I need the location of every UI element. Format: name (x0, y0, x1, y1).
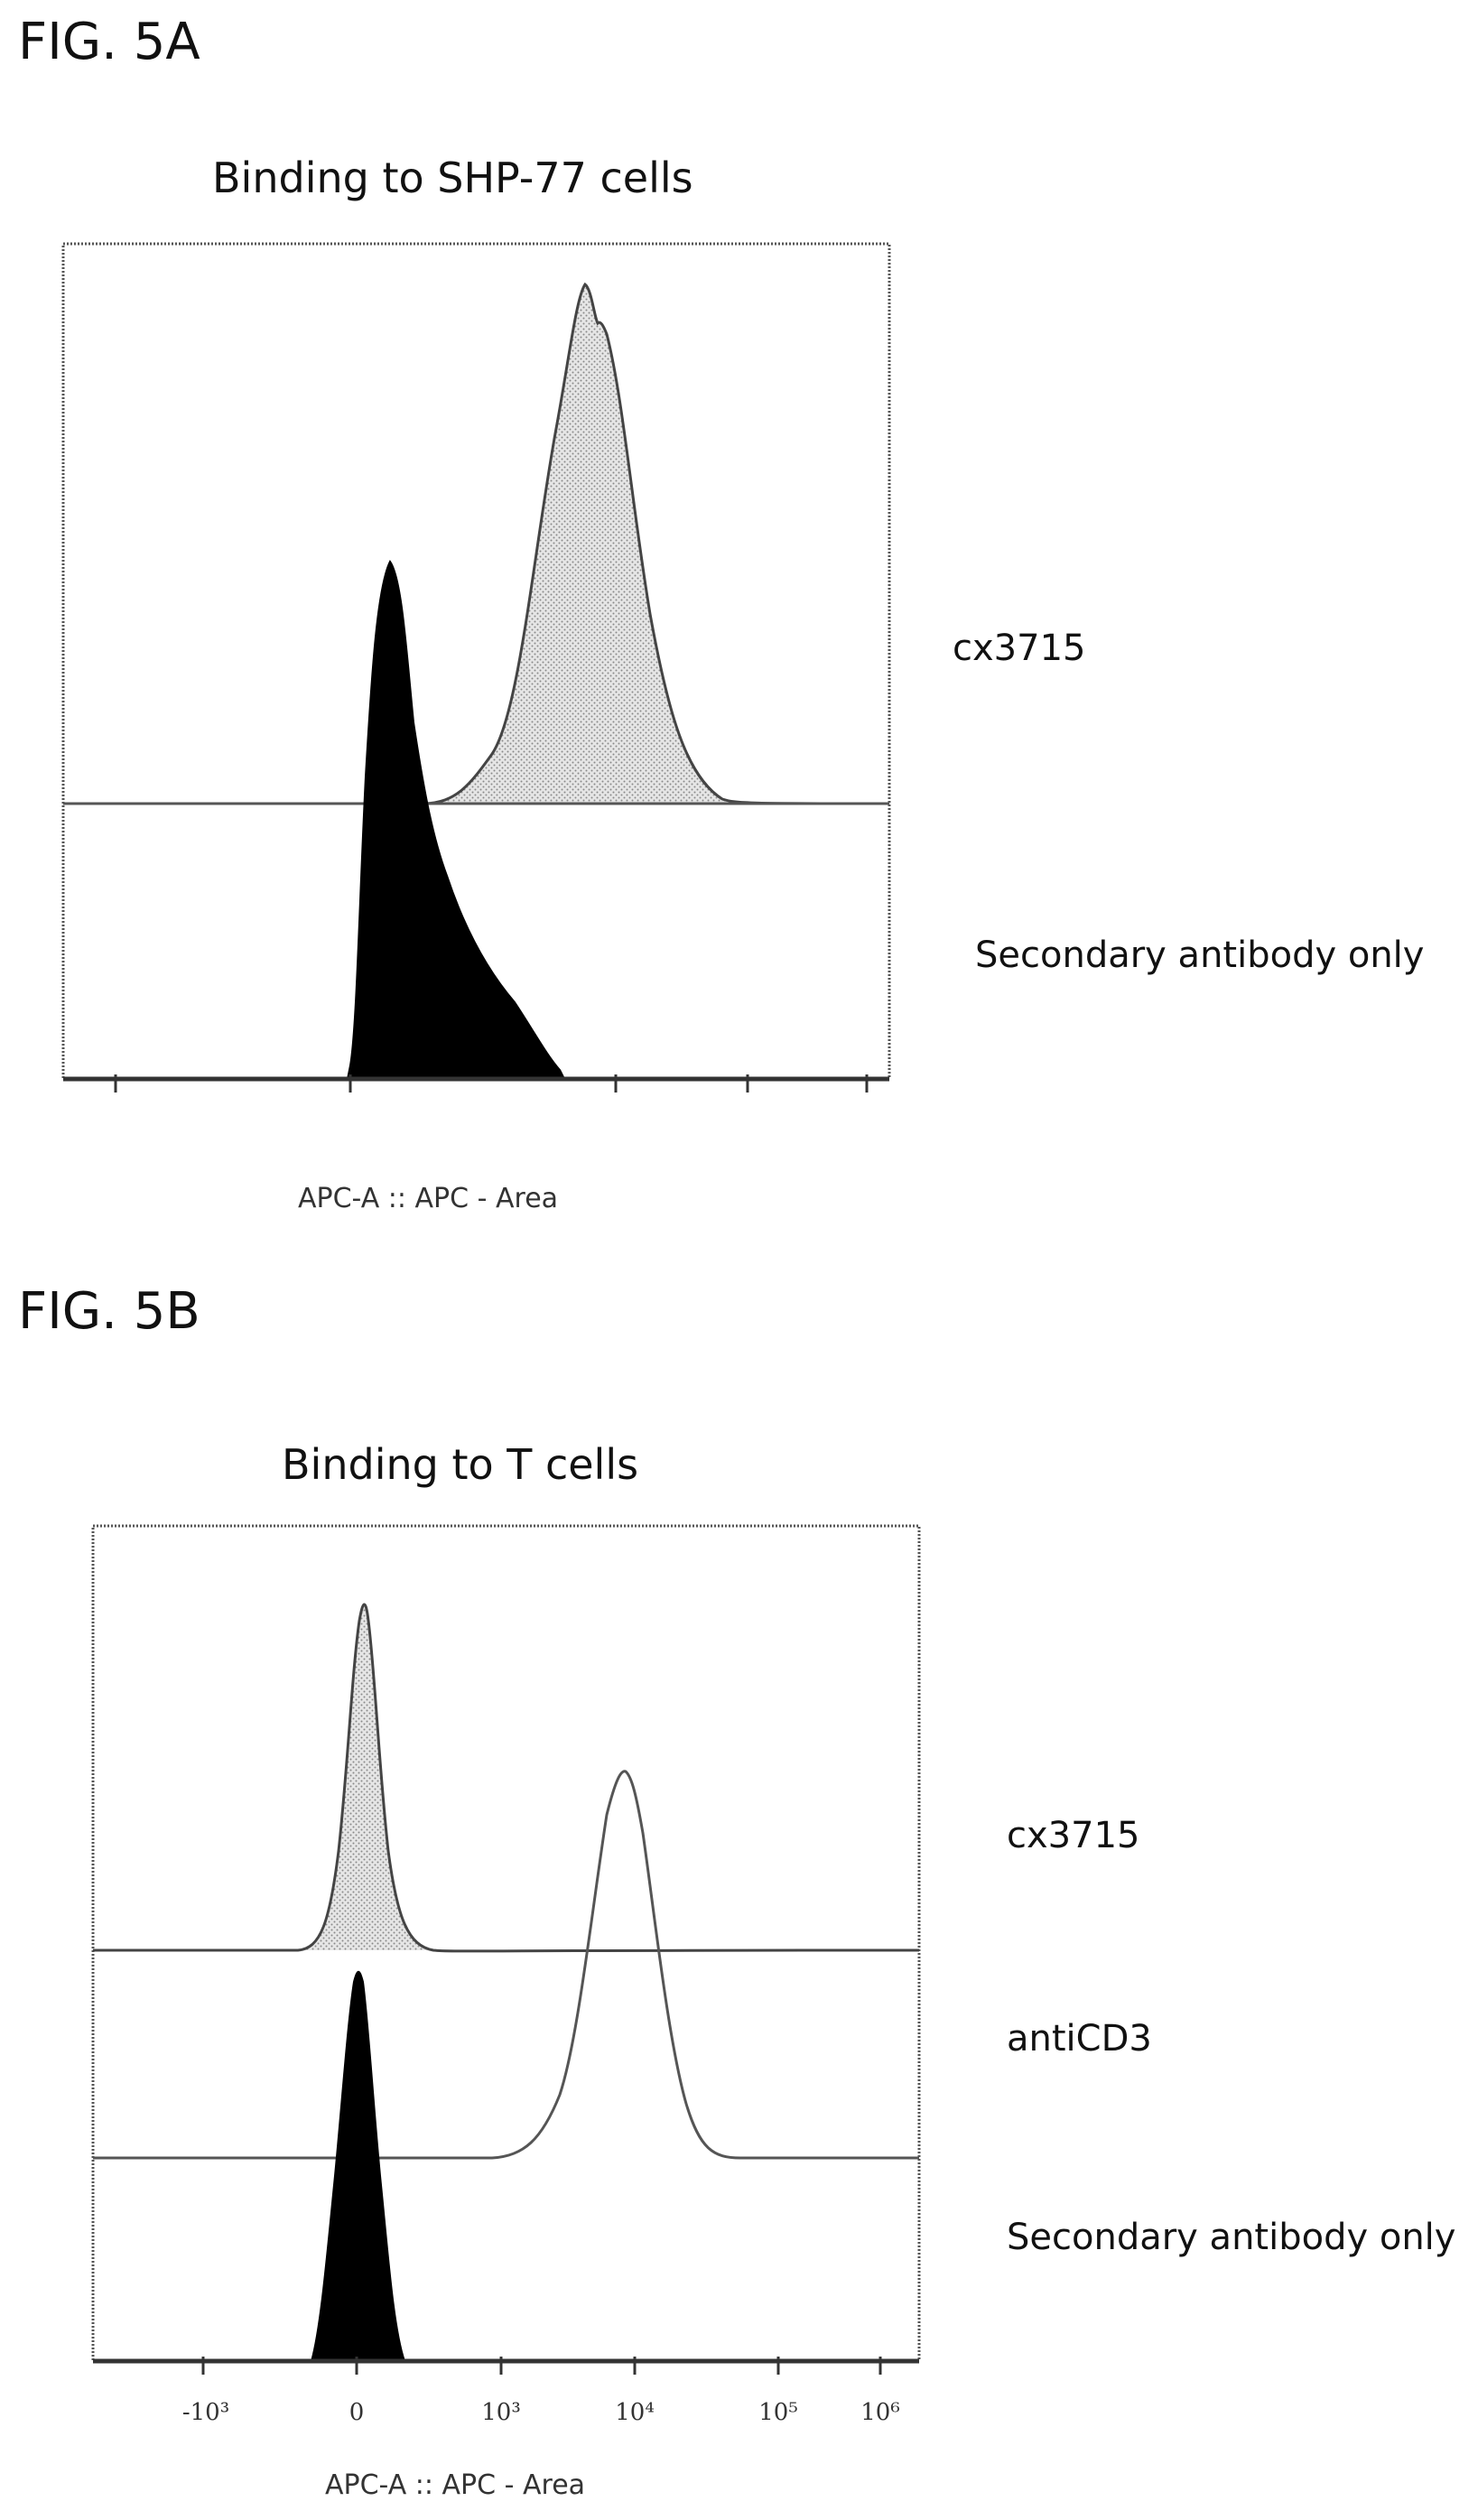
x-tick-label: -10³ (182, 2399, 229, 2426)
histogram-plot-5b: -10³ 0 10³ 10⁴ 10⁵ 10⁶ (91, 1524, 921, 2426)
histogram-plot-5a: -10⁴010⁴10⁵10⁶ (61, 242, 891, 1093)
series-cx3715-peak (93, 1603, 920, 1953)
x-axis-label-5b: APC-A :: APC - Area (325, 2469, 586, 2501)
chart-title-5b: Binding to T cells (282, 1440, 639, 1489)
series-secondary-antibody-peak (310, 1970, 406, 2362)
x-tick-label: 10⁶ (860, 2399, 900, 2426)
series-secondary-antibody-peak (346, 560, 566, 1080)
x-tick-label: 10⁴ (615, 2399, 655, 2426)
x-tick-label: 0 (349, 2399, 365, 2426)
series-label-anticd3-5b: antiCD3 (1007, 2018, 1152, 2060)
figure-label-5b: FIG. 5B (18, 1282, 200, 1341)
x-ticks-5b (201, 2357, 882, 2375)
series-cx3715-peak (63, 282, 890, 805)
x-tick-labels-5b: -10³ 0 10³ 10⁴ 10⁵ 10⁶ (182, 2399, 900, 2426)
chart-title-5a: Binding to SHP-77 cells (212, 153, 693, 202)
x-ticks-5a (114, 1074, 869, 1093)
x-axis-label-5a: APC-A :: APC - Area (298, 1183, 559, 1214)
series-label-cx3715-5b: cx3715 (1007, 1815, 1140, 1856)
plot-frame (91, 1524, 921, 2363)
series-label-cx3715-5a: cx3715 (953, 628, 1086, 669)
x-tick-label: 10³ (481, 2399, 521, 2426)
figure-label-5a: FIG. 5A (18, 13, 200, 71)
x-tick-label: 10⁵ (758, 2399, 798, 2426)
series-anticd3-peak (93, 1770, 919, 2160)
series-label-secondary-5a: Secondary antibody only (975, 935, 1425, 976)
series-label-secondary-5b: Secondary antibody only (1007, 2217, 1456, 2258)
